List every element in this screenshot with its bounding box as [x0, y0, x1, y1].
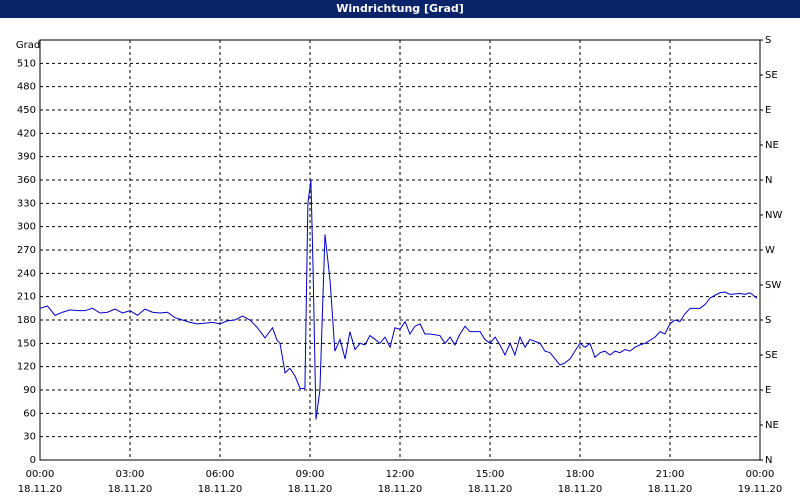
y-tick-label: 270 — [17, 245, 36, 256]
y-tick-label: 210 — [17, 292, 36, 303]
y-tick-label: 150 — [17, 338, 36, 349]
x-tick-label: 00:00 — [26, 469, 55, 480]
x-tick-date: 18.11.20 — [648, 484, 693, 495]
x-tick-date: 18.11.20 — [288, 484, 333, 495]
y2-tick-label: SW — [765, 280, 781, 291]
y-tick-label: 510 — [17, 58, 36, 69]
y2-tick-label: N — [765, 455, 772, 466]
x-tick-date: 18.11.20 — [468, 484, 513, 495]
x-tick-label: 15:00 — [476, 469, 505, 480]
x-tick-label: 06:00 — [206, 469, 235, 480]
y-tick-label: 300 — [17, 222, 36, 233]
y-tick-label: 360 — [17, 175, 36, 186]
y2-tick-label: E — [765, 105, 771, 116]
y-tick-label: 450 — [17, 105, 36, 116]
x-tick-date: 18.11.20 — [198, 484, 243, 495]
y-tick-label: 480 — [17, 82, 36, 93]
x-tick-label: 18:00 — [566, 469, 595, 480]
y-tick-label: 30 — [23, 432, 36, 443]
y-tick-label: 60 — [23, 408, 36, 419]
title-bar — [0, 0, 800, 18]
y2-tick-label: NE — [765, 140, 779, 151]
y-tick-label: 330 — [17, 198, 36, 209]
x-tick-date: 18.11.20 — [108, 484, 153, 495]
x-tick-date: 18.11.20 — [558, 484, 603, 495]
y2-tick-label: NW — [765, 210, 782, 221]
x-tick-date: 18.11.20 — [378, 484, 423, 495]
y-tick-label: 90 — [23, 385, 36, 396]
x-tick-label: 09:00 — [296, 469, 325, 480]
x-tick-label: 03:00 — [116, 469, 145, 480]
y-tick-label: 180 — [17, 315, 36, 326]
x-tick-label: 00:00 — [746, 469, 775, 480]
y2-tick-label: W — [765, 245, 775, 256]
x-tick-date: 19.11.20 — [738, 484, 783, 495]
x-tick-date: 18.11.20 — [18, 484, 63, 495]
y2-tick-label: NE — [765, 420, 779, 431]
y-tick-label: 240 — [17, 268, 36, 279]
y2-tick-label: SE — [765, 350, 778, 361]
window-title: Windrichtung [Grad] — [336, 2, 464, 15]
y2-tick-label: N — [765, 175, 772, 186]
y2-tick-label: E — [765, 385, 771, 396]
y-axis-label: Grad — [16, 40, 40, 51]
y-tick-label: 420 — [17, 128, 36, 139]
y-tick-label: 390 — [17, 152, 36, 163]
y-tick-label: 0 — [30, 455, 36, 466]
y-tick-label: 120 — [17, 362, 36, 373]
y2-tick-label: S — [765, 315, 771, 326]
y2-tick-label: S — [765, 35, 771, 46]
x-tick-label: 21:00 — [656, 469, 685, 480]
y2-tick-label: SE — [765, 70, 778, 81]
x-tick-label: 12:00 — [386, 469, 415, 480]
data-line — [39, 179, 758, 420]
